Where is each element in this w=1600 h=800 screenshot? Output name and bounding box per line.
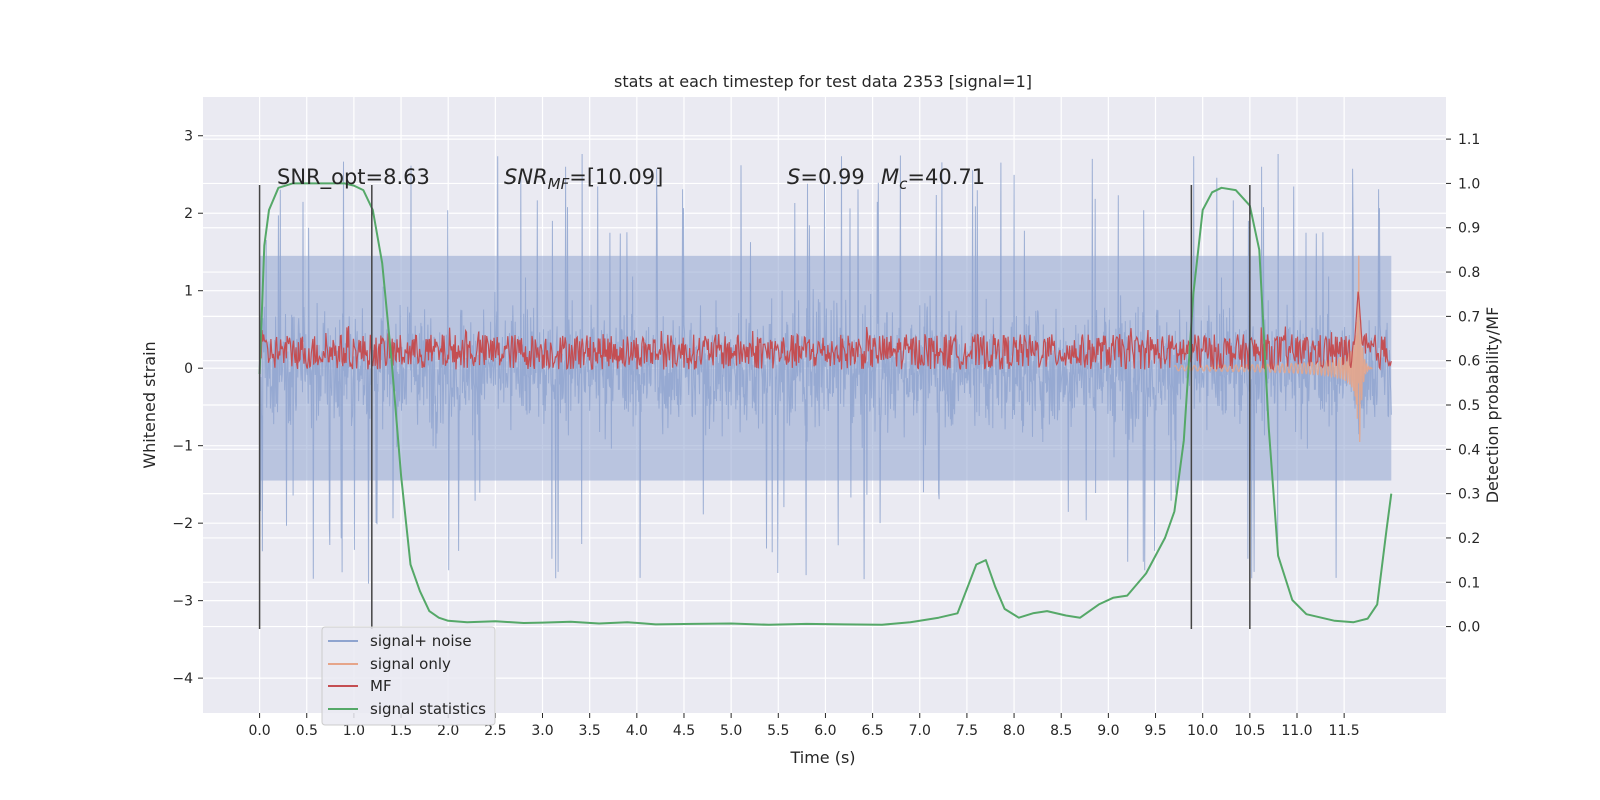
legend-box [321,626,496,726]
right-axis-label: Detection probability/MF [1483,307,1502,504]
legend-label-signal-only: signal only [370,655,451,673]
x-tick-label: 6.5 [861,723,883,739]
y-axis-label: Whitened strain [140,341,159,468]
x-tick-label: 1.5 [390,723,412,739]
x-tick-label: 4.0 [626,723,648,739]
y2-tick-label: 0.1 [1458,575,1480,591]
y-tick-label: −2 [172,516,193,532]
y-tick-label: 2 [184,206,193,222]
x-tick-label: 0.5 [296,723,318,739]
x-tick-label: 3.5 [579,723,601,739]
y2-tick-label: 0.9 [1458,221,1480,237]
snr-opt-annotation: SNR_opt=8.63 [277,165,430,190]
y-tick-label: −1 [172,439,193,455]
x-tick-label: 9.0 [1097,723,1119,739]
x-tick-label: 10.0 [1187,723,1218,739]
mc-annotation: Mc=40.71 [881,165,985,193]
snr-mf-value: =[10.09] [569,165,663,189]
x-tick-label: 5.0 [720,723,742,739]
x-tick-label: 3.0 [531,723,553,739]
y2-tick-label: 0.7 [1458,309,1480,325]
vertical-markers [258,185,1251,629]
annotations: SNR_opt=8.63 SNRMF=[10.09] S=0.99 Mc=40.… [277,165,985,193]
y2-tick-label: 0.8 [1458,265,1480,281]
x-tick-label: 9.5 [1144,723,1166,739]
y2-tick-label: 0.2 [1458,531,1480,547]
x-axis-ticks: 0.0 0.5 1.0 1.5 2.0 2.5 3.0 3.5 4.0 4.5 5.0 5.5 6.0 6… [248,713,1360,739]
x-tick-label: 0.0 [248,723,270,739]
x-tick-label: 4.5 [673,723,695,739]
x-tick-label: 11.5 [1329,723,1360,739]
x-tick-label: 6.0 [814,723,836,739]
y2-tick-label: 0.3 [1458,487,1480,503]
y2-tick-label: 0.0 [1458,620,1480,636]
y2-tick-label: 1.1 [1458,132,1480,148]
x-tick-label: 11.0 [1281,723,1312,739]
y-tick-label: 1 [184,284,193,300]
s-annotation: S=0.99 [787,165,865,189]
x-tick-label: 2.0 [437,723,459,739]
x-axis-label: Time (s) [789,748,855,767]
x-tick-label: 7.5 [956,723,978,739]
legend: signal+ noise signal only MF signal stat… [321,626,496,726]
x-tick-label: 7.0 [909,723,931,739]
signal-statistics-line [258,182,1393,626]
x-tick-label: 2.5 [484,723,506,739]
data-layer [258,153,1393,626]
s-value: =0.99 [800,165,864,189]
y-tick-label: −4 [172,671,193,687]
snr-mf-subscript: MF [548,175,570,193]
x-tick-label: 1.0 [343,723,365,739]
y-tick-label: −3 [172,594,193,610]
chart-title: stats at each timestep for test data 235… [614,72,1032,91]
mc-symbol: M [881,165,899,189]
y-axis-ticks: 3 2 1 0 −1 −2 −3 −4 [172,129,203,687]
mc-value: =40.71 [907,165,985,189]
snr-mf-annotation: SNRMF=[10.09] [504,165,663,193]
x-tick-label: 5.5 [767,723,789,739]
legend-label-signal-statistics: signal statistics [370,700,486,718]
mf-line [259,291,1392,371]
y2-tick-label: 0.6 [1458,354,1480,370]
mc-subscript: c [899,175,908,193]
legend-label-signal-noise: signal+ noise [370,632,472,650]
x-tick-label: 8.0 [1003,723,1025,739]
legend-label-mf: MF [370,677,392,695]
x-tick-label: 8.5 [1050,723,1072,739]
right-axis-ticks: 1.1 1.0 0.9 0.8 0.7 0.6 0.5 0.4 0.3 0.2 0.1 0.0 [1446,132,1480,636]
y2-tick-label: 1.0 [1458,176,1480,192]
x-tick-label: 10.5 [1234,723,1265,739]
y-tick-label: 3 [184,129,193,145]
snr-mf-symbol: SNR [504,165,548,189]
y-tick-label: 0 [184,361,193,377]
y2-tick-label: 0.5 [1458,398,1480,414]
s-symbol: S [787,165,800,189]
y2-tick-label: 0.4 [1458,442,1480,458]
